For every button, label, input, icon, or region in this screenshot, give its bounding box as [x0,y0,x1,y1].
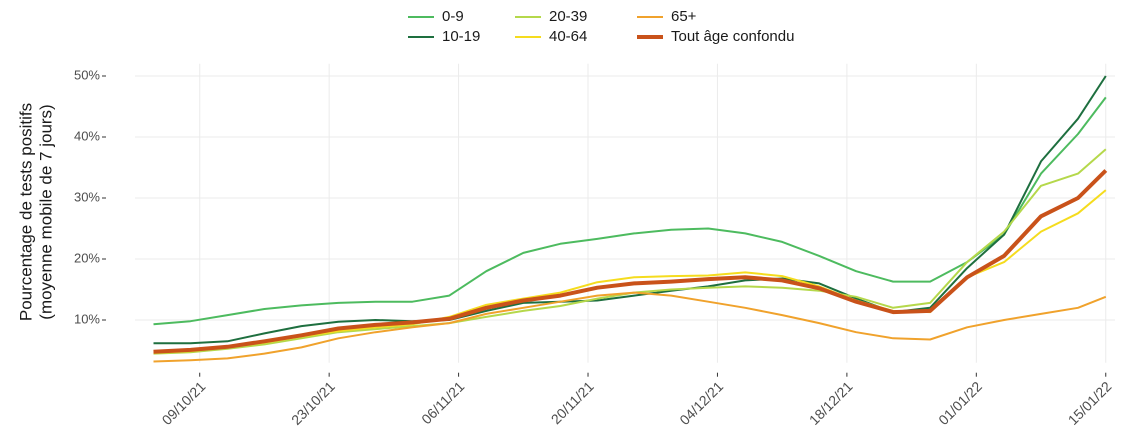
y-axis-title: (moyenne mobile de 7 jours) [36,104,55,319]
y-tick-label: 20% [74,250,100,265]
x-tick-label: 18/12/21 [806,378,856,428]
line-series [153,75,1107,345]
legend-label: 65+ [671,8,697,25]
line-series [153,291,1107,363]
legend-label: 20-39 [549,8,587,25]
x-tick-label: 04/12/21 [676,378,726,428]
legend-label: 0-9 [442,8,464,25]
legend-label: 40-64 [549,28,587,45]
line-series [153,169,1108,354]
legend-label: Tout âge confondu [671,28,794,45]
x-tick-label: 06/11/21 [418,378,467,427]
line-series [153,96,1107,326]
legend-label: 10-19 [442,28,480,45]
y-tick-label: 30% [74,189,100,204]
x-tick-label: 15/01/22 [1065,378,1115,428]
x-tick-label: 01/01/22 [935,378,985,428]
y-tick-label: 50% [74,67,100,82]
y-tick-label: 40% [74,128,100,143]
y-axis-title: Pourcentage de tests positifs [16,103,35,321]
x-tick-label: 20/11/21 [548,378,597,427]
x-tick-label: 23/10/21 [288,378,338,428]
y-tick-label: 10% [74,311,100,326]
x-tick-label: 09/10/21 [159,378,209,428]
line-series [153,148,1107,355]
